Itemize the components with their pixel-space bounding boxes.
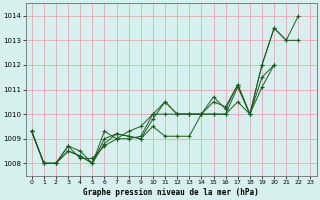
X-axis label: Graphe pression niveau de la mer (hPa): Graphe pression niveau de la mer (hPa) [83, 188, 259, 197]
